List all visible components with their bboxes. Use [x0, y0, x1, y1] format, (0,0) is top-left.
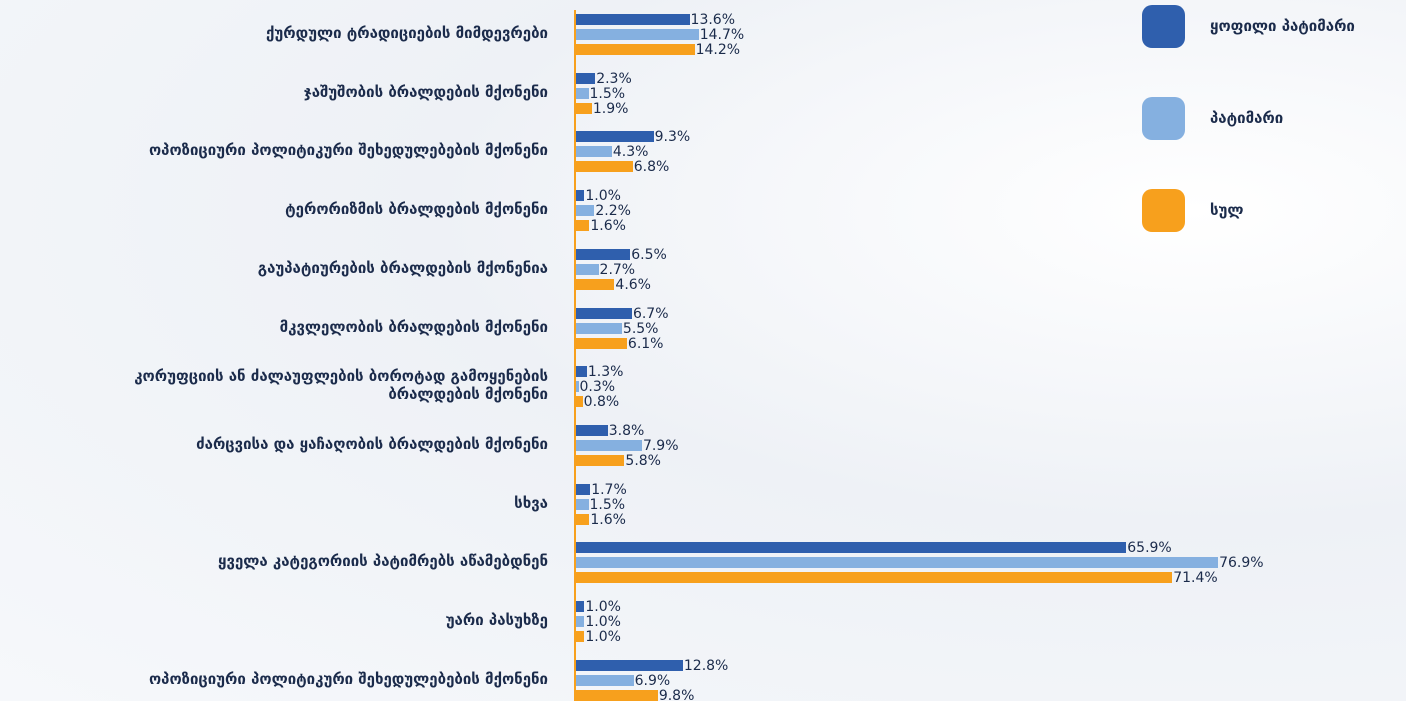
value-label: 6.8%: [633, 159, 670, 176]
category-label: ჯაშუშობის ბრალდების მქონენი: [303, 82, 548, 101]
bar: [576, 190, 585, 202]
value-label: 1.9%: [592, 100, 629, 117]
bar: [576, 454, 625, 466]
bar: [576, 44, 695, 55]
category-label: ყველა კატეგორიის პატიმრებს აწამებდნენ: [218, 552, 548, 571]
bar: [576, 396, 583, 408]
category-label: მკვლელობის ბრალდების მქონენი: [279, 317, 548, 336]
bar: [576, 220, 590, 232]
value-label: 4.6%: [615, 276, 651, 293]
legend-label: ყოფილი პატიმარი: [1210, 17, 1355, 35]
legend-swatch: [1142, 97, 1185, 140]
value-label: 5.5%: [622, 320, 659, 337]
bar: [576, 29, 699, 40]
value-label: 4.3%: [612, 144, 649, 161]
value-label: 1.6%: [590, 218, 626, 235]
bar: [576, 263, 599, 275]
bar: [576, 307, 632, 319]
value-label: 1.3%: [587, 364, 624, 381]
category-label: ძარცვისა და ყაჩაღობის ბრალდების მქონენი: [196, 434, 548, 453]
value-label: 6.7%: [632, 305, 669, 322]
value-label: 1.0%: [585, 599, 621, 615]
legend-label: პატიმარი: [1210, 109, 1284, 127]
value-label: 9.8%: [658, 687, 695, 701]
value-label: 2.7%: [599, 261, 636, 278]
category-label: კორუფციის ან ძალაუფლების ბოროტად გამოყენ…: [134, 367, 548, 404]
bar: [576, 337, 627, 349]
category-label: უარი პასუხზე: [445, 611, 548, 629]
value-label: 71.4%: [1173, 570, 1218, 587]
category-label: გაუპატიურების ბრალდების მქონენია: [257, 258, 548, 277]
bar: [576, 542, 1127, 554]
bar: [576, 131, 654, 143]
axis-line: [574, 10, 576, 701]
bar: [576, 205, 595, 217]
value-label: 2.3%: [596, 70, 632, 87]
bar: [576, 557, 1219, 569]
bar: [576, 616, 585, 627]
value-label: 3.8%: [608, 422, 645, 439]
value-label: 6.9%: [634, 672, 671, 689]
category-label: ოპოზიციური პოლიტიკური შეხედულებების მქონ…: [148, 669, 548, 688]
bar: [576, 161, 633, 173]
bar: [576, 322, 622, 334]
value-label: 14.7%: [699, 27, 745, 43]
value-label: 1.0%: [585, 614, 621, 630]
value-label: 5.8%: [625, 452, 661, 469]
bar: [576, 248, 631, 260]
value-label: 2.2%: [595, 203, 631, 220]
legend-swatch: [1142, 5, 1185, 48]
value-label: 1.6%: [590, 511, 626, 528]
bar: [576, 14, 690, 25]
category-label: ოპოზიციური პოლიტიკური შეხედულებების მქონ…: [148, 141, 548, 160]
value-label: 14.2%: [695, 42, 741, 58]
bar: [576, 72, 596, 84]
category-label: ტერორიზმის ბრალდების მქონენი: [285, 200, 548, 219]
value-label: 65.9%: [1127, 540, 1172, 557]
value-label: 6.1%: [627, 335, 664, 352]
bar: [576, 498, 589, 510]
bar: [576, 102, 592, 114]
bar: [576, 278, 615, 290]
value-label: 1.7%: [591, 481, 627, 498]
bar: [576, 572, 1173, 584]
value-label: 1.0%: [585, 629, 621, 645]
bar: [576, 631, 585, 642]
category-label: ქურდული ტრადიციების მიმდევრები: [265, 24, 548, 42]
value-label: 6.5%: [631, 246, 667, 263]
bar: [576, 146, 612, 158]
category-label: სხვა: [514, 493, 548, 512]
legend-swatch: [1142, 189, 1185, 232]
bar: [576, 689, 658, 701]
bar: [576, 424, 608, 436]
bar: [576, 483, 591, 495]
value-label: 9.3%: [654, 129, 691, 146]
bar: [576, 674, 634, 686]
value-label: 1.0%: [585, 188, 621, 205]
bar: [576, 87, 589, 99]
bar: [576, 601, 585, 612]
bar: [576, 659, 683, 671]
value-label: 0.3%: [579, 379, 616, 396]
bar: [576, 381, 579, 393]
bar: [576, 439, 642, 451]
value-label: 1.5%: [589, 496, 626, 513]
bar: [576, 366, 587, 378]
bar: [576, 513, 590, 525]
value-label: 13.6%: [690, 12, 736, 28]
legend-label: სულ: [1210, 201, 1244, 219]
value-label: 7.9%: [642, 437, 679, 454]
value-label: 76.9%: [1219, 555, 1264, 572]
value-label: 0.8%: [583, 394, 620, 411]
value-label: 12.8%: [683, 657, 729, 674]
value-label: 1.5%: [589, 85, 626, 102]
